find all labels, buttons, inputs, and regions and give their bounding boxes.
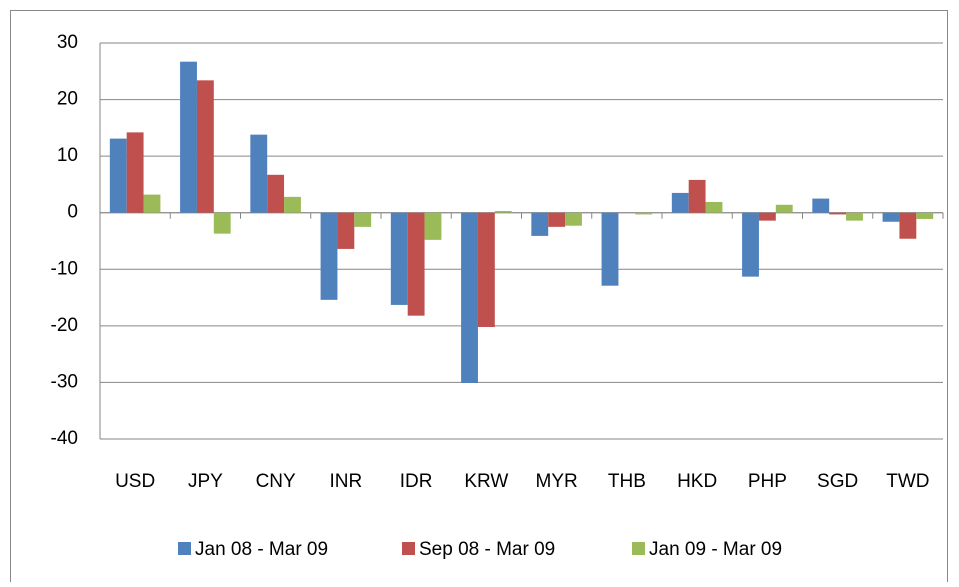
bar — [565, 212, 582, 226]
bar — [354, 212, 372, 227]
bar — [284, 196, 301, 213]
legend-label: Jan 08 - Mar 09 — [195, 539, 328, 560]
x-tick-label: PHP — [748, 471, 787, 492]
bar — [196, 80, 214, 213]
bar — [635, 212, 653, 215]
x-tick-label: SGD — [817, 471, 858, 492]
bar — [180, 61, 197, 213]
bar — [742, 212, 759, 277]
bar — [812, 198, 830, 213]
legend-label: Jan 09 - Mar 09 — [649, 539, 782, 560]
bar — [882, 212, 900, 222]
x-tick-label: INR — [330, 471, 363, 492]
bar — [775, 204, 793, 213]
legend-swatch — [178, 542, 191, 555]
bar — [143, 194, 161, 213]
bar — [267, 174, 285, 213]
x-tick-label: CNY — [256, 471, 296, 492]
x-tick-label: KRW — [464, 471, 508, 492]
legend-swatch — [632, 542, 645, 555]
bar — [407, 212, 425, 316]
bar — [916, 212, 934, 219]
bar — [705, 201, 723, 213]
bar — [337, 212, 355, 249]
bar — [494, 211, 512, 213]
legend-swatch — [402, 542, 415, 555]
bar — [601, 212, 619, 286]
y-tick-label: 10 — [57, 145, 78, 166]
y-tick-label: -30 — [51, 371, 78, 392]
bar — [320, 212, 338, 300]
bar — [829, 212, 847, 215]
bar — [250, 134, 268, 213]
bar — [213, 212, 231, 234]
x-tick-label: USD — [115, 471, 155, 492]
x-tick-label: THB — [608, 471, 646, 492]
x-tick-label: HKD — [677, 471, 717, 492]
bar — [899, 212, 917, 239]
legend-label: Sep 08 - Mar 09 — [419, 539, 555, 560]
y-tick-label: 20 — [57, 89, 78, 110]
bar — [390, 212, 408, 305]
x-tick-label: IDR — [400, 471, 433, 492]
bar — [758, 212, 776, 221]
bar — [548, 212, 566, 227]
y-tick-label: -40 — [51, 428, 78, 449]
bar — [424, 212, 442, 240]
bar — [846, 212, 863, 221]
bar — [461, 212, 478, 383]
bar — [531, 212, 549, 236]
bar — [688, 179, 706, 213]
bar — [671, 192, 689, 213]
y-tick-label: -10 — [51, 258, 78, 279]
y-tick-label: -20 — [51, 315, 78, 336]
y-tick-label: 0 — [67, 202, 78, 223]
x-tick-label: JPY — [188, 471, 223, 492]
bar — [109, 138, 127, 213]
y-tick-label: 30 — [57, 32, 78, 53]
x-tick-label: TWD — [886, 471, 929, 492]
bar — [477, 212, 495, 327]
x-tick-label: MYR — [536, 471, 578, 492]
bar — [126, 132, 144, 213]
